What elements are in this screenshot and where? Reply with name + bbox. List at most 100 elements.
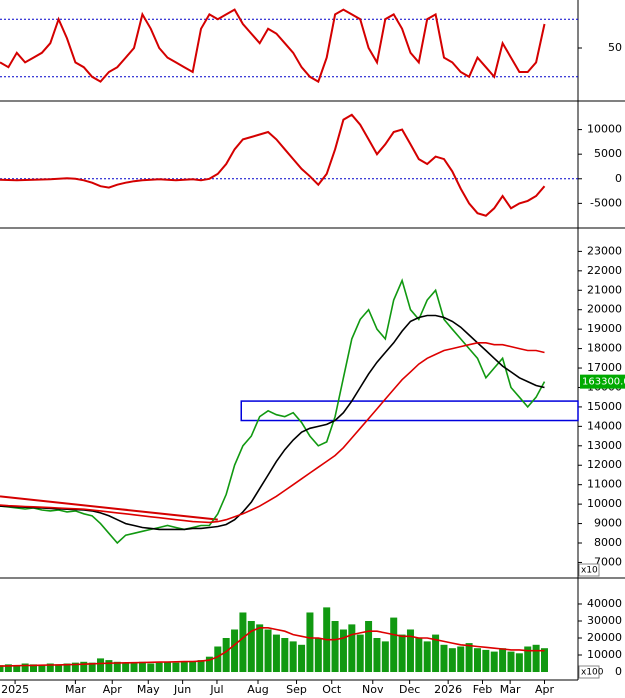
volume-bar [4, 664, 12, 673]
volume-bar [540, 648, 548, 673]
y-tick-label: 10000 [587, 648, 622, 661]
x-tick-label: Jul [209, 683, 223, 696]
y-tick-label: 40000 [587, 597, 622, 610]
y-tick-label: 20000 [587, 631, 622, 644]
volume-bar [231, 629, 239, 673]
volume-bar [440, 644, 448, 673]
y-tick-label: 0 [615, 665, 622, 678]
x-tick-label: Nov [362, 683, 384, 696]
y-tick-label: 8000 [594, 536, 622, 549]
volume-bar [13, 665, 21, 673]
x-tick-label: Apr [535, 683, 555, 696]
x-tick-label: Sep [286, 683, 307, 696]
volume-bar [30, 664, 38, 673]
volume-bar [499, 648, 507, 673]
y-tick-label: 15000 [587, 400, 622, 413]
volume-bar [239, 612, 247, 673]
volume-bar [164, 661, 172, 673]
volume-bar [97, 658, 105, 673]
volume-bar [373, 637, 381, 673]
x-tick-label: Mar [500, 683, 521, 696]
volume-bar [448, 648, 456, 673]
unit-box [578, 665, 600, 679]
support-zone [240, 400, 579, 422]
unit-label: x100 [581, 668, 604, 678]
last-price-label: 163300.0 [582, 377, 625, 388]
volume-bar [63, 663, 71, 673]
y-tick-label: 17000 [587, 361, 622, 374]
y-tick-label: 12000 [587, 458, 622, 471]
series-line [0, 278, 546, 545]
volume-bar [515, 653, 523, 673]
y-tick-label: 19000 [587, 322, 622, 335]
y-tick-label: 18000 [587, 342, 622, 355]
volume-bar [130, 662, 138, 673]
volume-bar [113, 661, 121, 673]
y-tick-label: 23000 [587, 244, 622, 257]
x-tick-label: Oct [322, 683, 342, 696]
volume-bar [473, 648, 481, 673]
trendline [0, 495, 218, 521]
volume-bar [482, 649, 490, 673]
unit-box [578, 563, 600, 577]
x-tick-label: Apr [103, 683, 123, 696]
volume-bar [197, 660, 205, 673]
unit-label: x10 [581, 566, 598, 576]
volume-bar [390, 617, 398, 673]
volume-bar [0, 665, 4, 673]
y-tick-label: 14000 [587, 419, 622, 432]
volume-bar [423, 641, 431, 673]
y-tick-label: 10000 [587, 497, 622, 510]
volume-bar [189, 660, 197, 673]
volume-bar [38, 665, 46, 673]
volume-bar [147, 663, 155, 673]
volume-bar [105, 660, 113, 673]
volume-bar [524, 646, 532, 673]
volume-bar [55, 664, 63, 673]
volume-bar [172, 662, 180, 673]
volume-bar [88, 662, 96, 673]
volume-bar [306, 612, 314, 673]
series-line [0, 342, 545, 524]
x-tick-label: Mar [65, 683, 86, 696]
volume-bar [457, 646, 465, 673]
volume-bar [122, 663, 130, 673]
volume-bar [214, 646, 222, 673]
y-tick-label: 50 [608, 41, 622, 54]
y-tick-label: 20000 [587, 303, 622, 316]
volume-bar [256, 624, 264, 673]
volume-bar [314, 637, 322, 673]
volume-bar [80, 661, 88, 673]
volume-bar [381, 641, 389, 673]
volume-bar [406, 629, 414, 673]
series-line [0, 314, 545, 531]
volume-bar [348, 624, 356, 673]
y-tick-label: 13000 [587, 439, 622, 452]
y-tick-label: 22000 [587, 264, 622, 277]
volume-bar [432, 634, 440, 673]
x-tick-label: May [137, 683, 160, 696]
volume-bar [339, 629, 347, 673]
x-tick-label: Dec [399, 683, 420, 696]
volume-bar [155, 662, 163, 673]
y-tick-label: 5000 [594, 147, 622, 160]
y-tick-label: 30000 [587, 614, 622, 627]
volume-bar [21, 663, 29, 673]
y-tick-label: 11000 [587, 478, 622, 491]
volume-bar [205, 656, 213, 673]
volume-bar [71, 662, 79, 673]
volume-bar [247, 620, 255, 673]
volume-bar [289, 641, 297, 673]
volume-bar [46, 663, 54, 673]
volume-bar [222, 637, 230, 673]
volume-bar [331, 620, 339, 673]
volume-bar [180, 661, 188, 673]
y-tick-label: 7000 [594, 555, 622, 568]
volume-bar [365, 620, 373, 673]
volume-bar [507, 651, 515, 673]
last-price-box [580, 374, 625, 389]
volume-bar [264, 629, 272, 673]
volume-bar [356, 634, 364, 673]
